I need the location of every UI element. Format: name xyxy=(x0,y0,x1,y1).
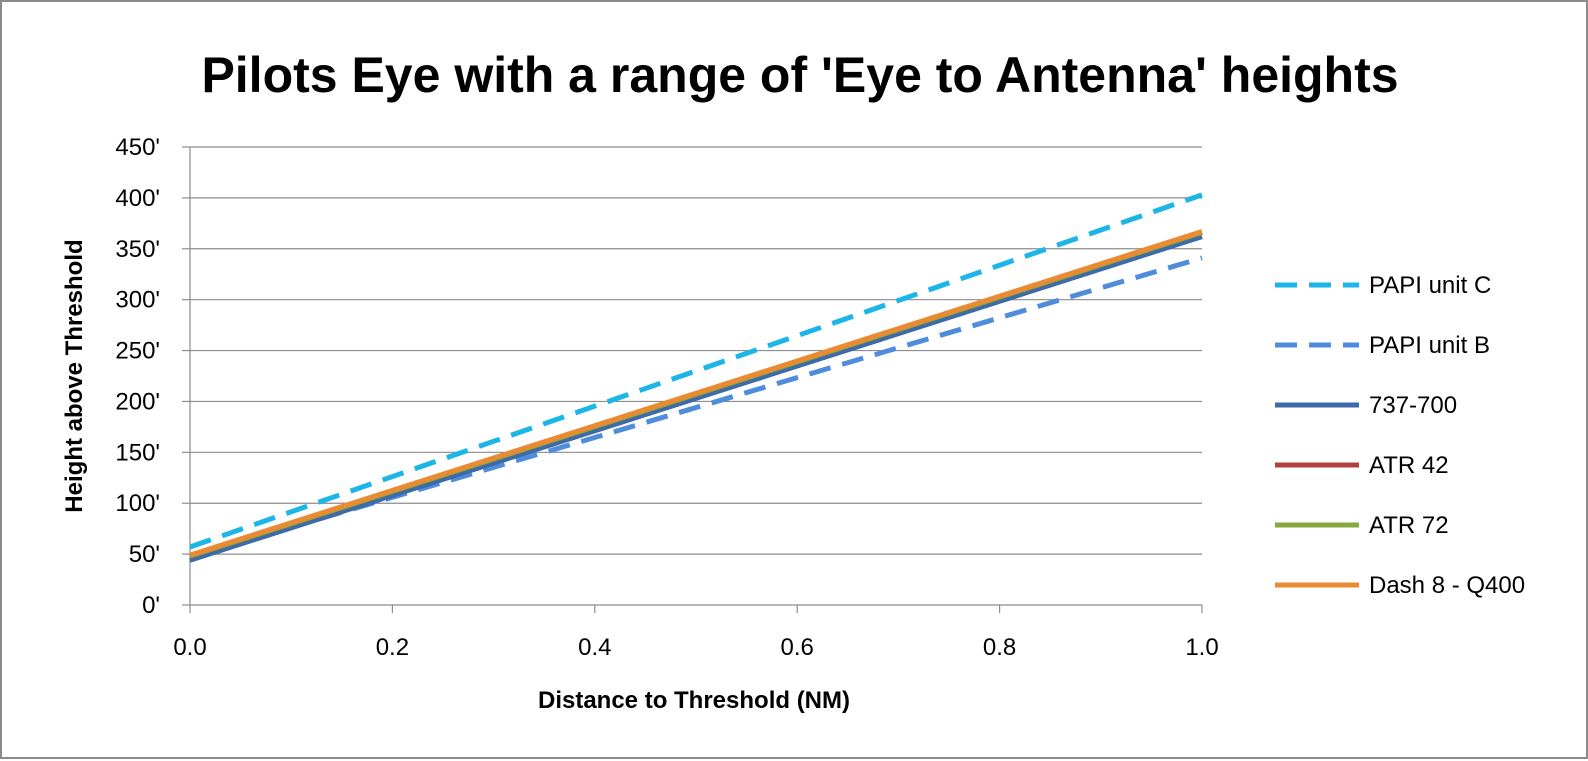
y-tick-label: 0' xyxy=(142,592,160,619)
legend-entry: PAPI unit C xyxy=(1275,272,1491,299)
y-axis-title: Height above Threshold xyxy=(61,239,88,512)
legend-entry: ATR 42 xyxy=(1275,452,1449,479)
legend-entry: ATR 72 xyxy=(1275,512,1449,539)
x-tick-label: 0.4 xyxy=(578,634,611,661)
chart-title: Pilots Eye with a range of 'Eye to Anten… xyxy=(201,47,1398,103)
y-tick-label: 150' xyxy=(115,439,160,466)
x-tick-label: 0.0 xyxy=(173,634,206,661)
series-line-737-700 xyxy=(189,234,1203,563)
y-tick-label: 100' xyxy=(115,490,160,517)
x-axis-title: Distance to Threshold (NM) xyxy=(538,687,850,714)
tick-labels: 0' 50' 100' 150' 200' 250' 300' 350' 400' 450' 0.0… xyxy=(115,134,1218,661)
y-tick-label: 50' xyxy=(129,541,160,568)
legend-label: ATR 72 xyxy=(1369,512,1449,539)
legend-entry: PAPI unit B xyxy=(1275,332,1490,359)
y-tick-label: 450' xyxy=(115,134,160,161)
series-line-papi-unit-c xyxy=(189,192,1203,550)
legend-entry: Dash 8 - Q400 xyxy=(1275,572,1525,599)
series-line-dash-8-q400 xyxy=(189,229,1203,558)
legend-label: 737-700 xyxy=(1369,392,1457,419)
gridlines xyxy=(190,146,1202,555)
y-tick-label: 400' xyxy=(115,185,160,212)
y-tick-label: 200' xyxy=(115,388,160,415)
legend: PAPI unit C PAPI unit B 737-700 ATR 42 ATR 7… xyxy=(1275,272,1525,599)
x-tick-label: 0.2 xyxy=(376,634,409,661)
x-tick-label: 0.6 xyxy=(781,634,814,661)
legend-label: PAPI unit B xyxy=(1369,332,1490,359)
legend-label: PAPI unit C xyxy=(1369,272,1491,299)
legend-label: Dash 8 - Q400 xyxy=(1369,572,1525,599)
series-lines xyxy=(189,192,1203,563)
legend-label: ATR 42 xyxy=(1369,452,1449,479)
axes xyxy=(182,146,1203,613)
y-tick-label: 250' xyxy=(115,338,160,365)
y-tick-label: 350' xyxy=(115,236,160,263)
y-tick-label: 300' xyxy=(115,287,160,314)
x-tick-label: 1.0 xyxy=(1185,634,1218,661)
legend-entry: 737-700 xyxy=(1275,392,1457,419)
x-tick-label: 0.8 xyxy=(983,634,1016,661)
